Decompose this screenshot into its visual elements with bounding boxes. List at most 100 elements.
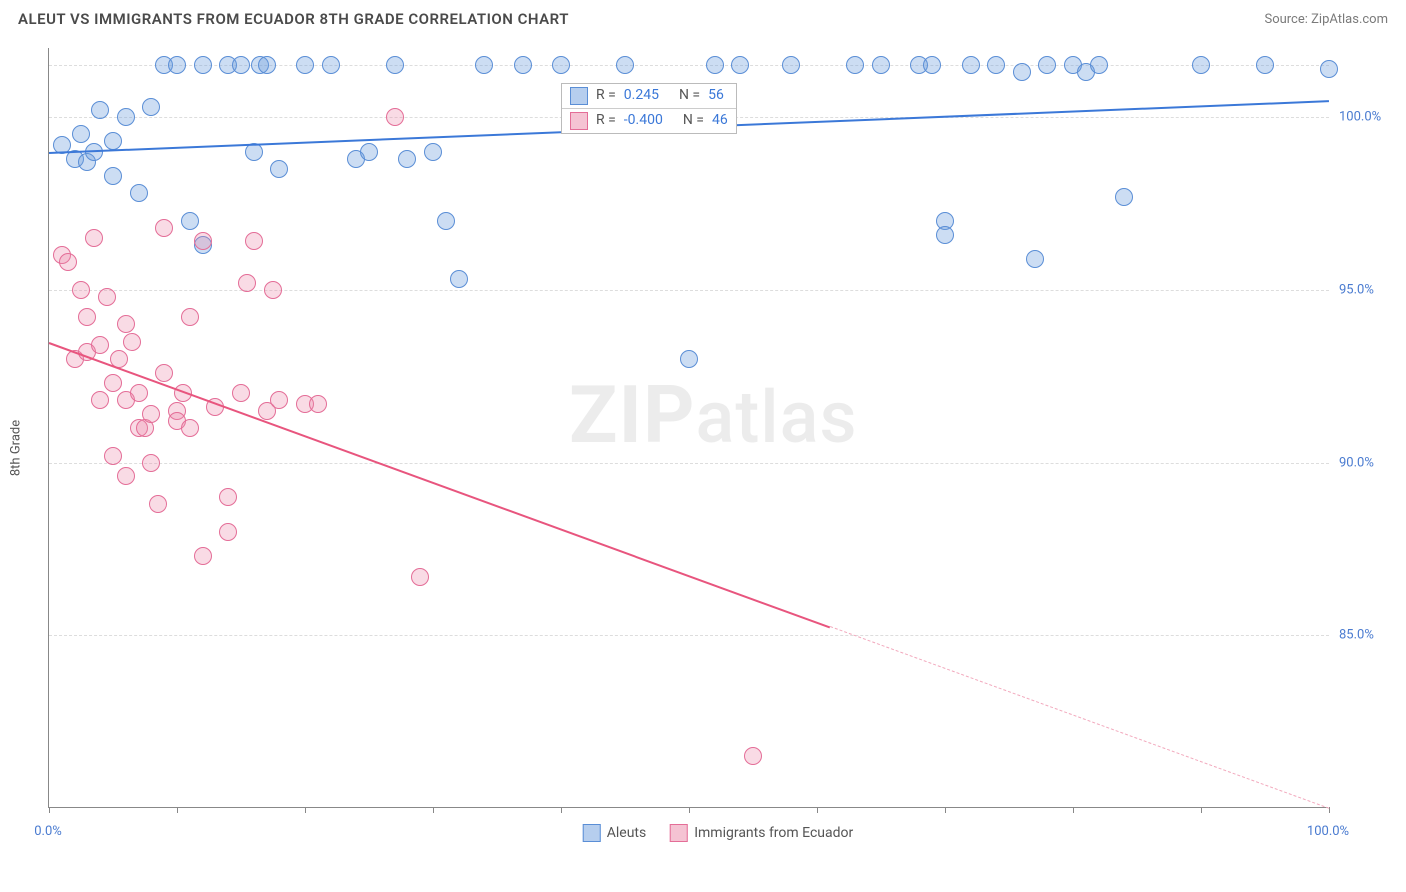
- y-tick-label: 100.0%: [1339, 110, 1381, 125]
- plot-region: ZIPatlas 85.0%90.0%95.0%100.0%R = 0.245N…: [48, 48, 1328, 808]
- data-point: [194, 56, 212, 74]
- y-axis-label: 8th Grade: [9, 420, 24, 476]
- data-point: [987, 56, 1005, 74]
- data-point: [78, 308, 96, 326]
- data-point: [744, 747, 762, 765]
- data-point: [386, 56, 404, 74]
- data-point: [1090, 56, 1108, 74]
- data-point: [219, 488, 237, 506]
- data-point: [72, 125, 90, 143]
- trend-line: [829, 626, 1329, 810]
- data-point: [232, 56, 250, 74]
- data-point: [680, 350, 698, 368]
- x-tick: [945, 807, 946, 813]
- data-point: [398, 150, 416, 168]
- legend-swatch: [670, 824, 688, 842]
- data-point: [437, 212, 455, 230]
- data-point: [219, 523, 237, 541]
- data-point: [142, 405, 160, 423]
- y-tick-label: 85.0%: [1339, 628, 1374, 643]
- x-tick: [817, 807, 818, 813]
- data-point: [130, 384, 148, 402]
- legend-label: Immigrants from Ecuador: [694, 825, 853, 841]
- stat-r-label: R =: [596, 112, 616, 129]
- data-point: [872, 56, 890, 74]
- legend-item: Aleuts: [583, 824, 646, 842]
- data-point: [181, 212, 199, 230]
- x-tick: [49, 807, 50, 813]
- data-point: [91, 101, 109, 119]
- y-tick-label: 90.0%: [1339, 455, 1374, 470]
- data-point: [130, 184, 148, 202]
- stats-row: R = 0.245 N = 56: [562, 84, 736, 108]
- data-point: [181, 419, 199, 437]
- data-point: [731, 56, 749, 74]
- data-point: [386, 108, 404, 126]
- trend-line: [49, 342, 830, 628]
- data-point: [322, 56, 340, 74]
- stat-n-label: N =: [683, 112, 704, 129]
- data-point: [270, 391, 288, 409]
- legend-swatch: [583, 824, 601, 842]
- data-point: [104, 447, 122, 465]
- data-point: [117, 467, 135, 485]
- data-point: [168, 56, 186, 74]
- data-point: [296, 56, 314, 74]
- y-tick-label: 95.0%: [1339, 282, 1374, 297]
- watermark: ZIPatlas: [569, 368, 858, 462]
- data-point: [194, 232, 212, 250]
- x-tick-label: 100.0%: [1307, 824, 1349, 839]
- legend-label: Aleuts: [607, 825, 646, 841]
- chart-title: ALEUT VS IMMIGRANTS FROM ECUADOR 8TH GRA…: [18, 10, 569, 28]
- data-point: [1026, 250, 1044, 268]
- x-tick: [1201, 807, 1202, 813]
- data-point: [1115, 188, 1133, 206]
- data-point: [1013, 63, 1031, 81]
- stats-legend: R = 0.245 N = 56 R = -0.400 N = 46: [561, 83, 737, 134]
- x-tick-label: 0.0%: [34, 824, 62, 839]
- stats-row: R = -0.400 N = 46: [562, 108, 736, 133]
- data-point: [923, 56, 941, 74]
- data-point: [91, 391, 109, 409]
- data-point: [270, 160, 288, 178]
- data-point: [264, 281, 282, 299]
- data-point: [1192, 56, 1210, 74]
- data-point: [238, 274, 256, 292]
- x-tick: [561, 807, 562, 813]
- data-point: [91, 336, 109, 354]
- data-point: [123, 333, 141, 351]
- data-point: [1038, 56, 1056, 74]
- data-point: [936, 226, 954, 244]
- data-point: [149, 495, 167, 513]
- stat-r-value: -0.400: [624, 112, 663, 129]
- data-point: [155, 364, 173, 382]
- stat-r-label: R =: [596, 87, 616, 104]
- x-tick: [305, 807, 306, 813]
- data-point: [475, 56, 493, 74]
- stat-n-value: 46: [712, 112, 728, 129]
- data-point: [411, 568, 429, 586]
- data-point: [232, 384, 250, 402]
- source-label: Source: ZipAtlas.com: [1264, 12, 1388, 27]
- x-tick: [689, 807, 690, 813]
- stat-n-value: 56: [708, 87, 724, 104]
- x-tick: [1073, 807, 1074, 813]
- data-point: [424, 143, 442, 161]
- data-point: [104, 167, 122, 185]
- data-point: [98, 288, 116, 306]
- data-point: [962, 56, 980, 74]
- legend-bottom: Aleuts Immigrants from Ecuador: [583, 824, 854, 842]
- stat-n-label: N =: [679, 87, 700, 104]
- data-point: [142, 98, 160, 116]
- gridline: [49, 635, 1329, 636]
- data-point: [450, 270, 468, 288]
- data-point: [782, 56, 800, 74]
- data-point: [309, 395, 327, 413]
- data-point: [706, 56, 724, 74]
- stat-r-value: 0.245: [624, 87, 659, 104]
- data-point: [85, 229, 103, 247]
- data-point: [552, 56, 570, 74]
- data-point: [117, 315, 135, 333]
- data-point: [104, 132, 122, 150]
- data-point: [155, 219, 173, 237]
